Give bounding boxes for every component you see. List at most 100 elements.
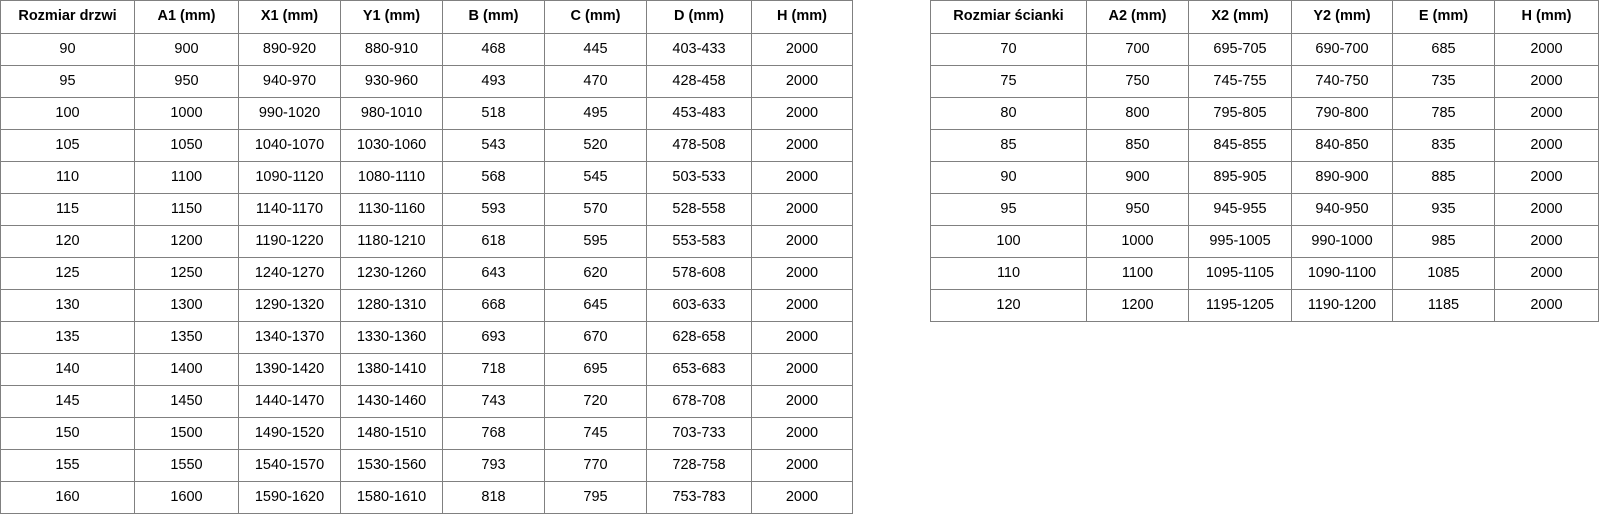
table-cell: 990-1000: [1291, 225, 1393, 258]
table-row: 135 1350 1340-1370 1330-1360 693 670 628-658 20…: [0, 321, 853, 354]
table-cell: 1540-1570: [238, 449, 341, 482]
table-cell: 1290-1320: [238, 289, 341, 322]
table-cell: 693: [442, 321, 545, 354]
table-cell: 2000: [1494, 65, 1599, 98]
doors-column-header: X1 (mm): [238, 0, 341, 34]
table-row: 150 1500 1490-1520 1480-1510 768 745 703-733 20…: [0, 417, 853, 450]
walls-column-header: X2 (mm): [1188, 0, 1292, 34]
walls-size-cell: 110: [930, 257, 1087, 290]
table-row: 100 1000 995-1005 990-1000 985 2000: [930, 225, 1599, 258]
walls-size-cell: 75: [930, 65, 1087, 98]
table-row: 145 1450 1440-1470 1430-1460 743 720 678-708 20…: [0, 385, 853, 418]
table-cell: 950: [134, 65, 239, 98]
table-cell: 2000: [751, 289, 853, 322]
table-cell: 1530-1560: [340, 449, 443, 482]
table-cell: 2000: [751, 481, 853, 514]
table-row: 75 750 745-755 740-750 735 2000: [930, 65, 1599, 98]
table-header-row: Rozmiar ścianki A2 (mm) X2 (mm) Y2 (mm) E (m…: [930, 0, 1599, 34]
table-cell: 750: [1086, 65, 1189, 98]
walls-size-cell: 70: [930, 33, 1087, 66]
table-cell: 745-755: [1188, 65, 1292, 98]
doors-column-header: H (mm): [751, 0, 853, 34]
table-cell: 453-483: [646, 97, 752, 130]
walls-size-cell: 85: [930, 129, 1087, 162]
table-cell: 1590-1620: [238, 481, 341, 514]
walls-column-header: E (mm): [1392, 0, 1495, 34]
table-cell: 745: [544, 417, 647, 450]
table-cell: 603-633: [646, 289, 752, 322]
table-cell: 478-508: [646, 129, 752, 162]
table-cell: 900: [134, 33, 239, 66]
table-cell: 800: [1086, 97, 1189, 130]
table-row: 105 1050 1040-1070 1030-1060 543 520 478-508 20…: [0, 129, 853, 162]
table-cell: 795-805: [1188, 97, 1292, 130]
table-cell: 718: [442, 353, 545, 386]
table-cell: 940-970: [238, 65, 341, 98]
table-cell: 743: [442, 385, 545, 418]
table-row: 160 1600 1590-1620 1580-1610 818 795 753-783 20…: [0, 481, 853, 514]
table-cell: 985: [1392, 225, 1495, 258]
table-cell: 2000: [751, 353, 853, 386]
walls-column-header: H (mm): [1494, 0, 1599, 34]
table-cell: 1140-1170: [238, 193, 341, 226]
table-cell: 1400: [134, 353, 239, 386]
table-cell: 850: [1086, 129, 1189, 162]
table-cell: 690-700: [1291, 33, 1393, 66]
table-row: 140 1400 1390-1420 1380-1410 718 695 653-683 20…: [0, 353, 853, 386]
walls-dimensions-table: Rozmiar ścianki A2 (mm) X2 (mm) Y2 (mm) E (m…: [930, 0, 1599, 322]
table-cell: 620: [544, 257, 647, 290]
doors-size-cell: 160: [0, 481, 135, 514]
table-cell: 2000: [751, 449, 853, 482]
table-cell: 1150: [134, 193, 239, 226]
table-cell: 1195-1205: [1188, 289, 1292, 322]
table-cell: 2000: [751, 193, 853, 226]
table-cell: 2000: [1494, 225, 1599, 258]
table-cell: 845-855: [1188, 129, 1292, 162]
table-row: 70 700 695-705 690-700 685 2000: [930, 33, 1599, 66]
table-cell: 720: [544, 385, 647, 418]
table-cell: 1190-1200: [1291, 289, 1393, 322]
walls-dimensions-table-container: Rozmiar ścianki A2 (mm) X2 (mm) Y2 (mm) E (m…: [930, 0, 1599, 322]
table-cell: 793: [442, 449, 545, 482]
walls-column-header: Y2 (mm): [1291, 0, 1393, 34]
table-cell: 468: [442, 33, 545, 66]
table-cell: 735: [1392, 65, 1495, 98]
table-cell: 1000: [1086, 225, 1189, 258]
table-cell: 1080-1110: [340, 161, 443, 194]
table-cell: 930-960: [340, 65, 443, 98]
table-cell: 645: [544, 289, 647, 322]
table-row: 120 1200 1195-1205 1190-1200 1185 2000: [930, 289, 1599, 322]
doors-size-cell: 140: [0, 353, 135, 386]
table-cell: 1130-1160: [340, 193, 443, 226]
table-cell: 835: [1392, 129, 1495, 162]
doors-column-header: D (mm): [646, 0, 752, 34]
table-cell: 1580-1610: [340, 481, 443, 514]
table-cell: 980-1010: [340, 97, 443, 130]
table-cell: 950: [1086, 193, 1189, 226]
table-cell: 670: [544, 321, 647, 354]
doors-size-cell: 90: [0, 33, 135, 66]
table-cell: 2000: [1494, 97, 1599, 130]
table-cell: 628-658: [646, 321, 752, 354]
table-cell: 740-750: [1291, 65, 1393, 98]
table-cell: 700: [1086, 33, 1189, 66]
table-cell: 1190-1220: [238, 225, 341, 258]
table-cell: 795: [544, 481, 647, 514]
table-row: 90 900 895-905 890-900 885 2000: [930, 161, 1599, 194]
table-cell: 570: [544, 193, 647, 226]
table-cell: 818: [442, 481, 545, 514]
table-cell: 495: [544, 97, 647, 130]
doors-size-cell: 125: [0, 257, 135, 290]
doors-dimensions-table: Rozmiar drzwi A1 (mm) X1 (mm) Y1 (mm) B (mm)…: [0, 0, 853, 514]
table-cell: 1280-1310: [340, 289, 443, 322]
table-cell: 695-705: [1188, 33, 1292, 66]
table-cell: 1430-1460: [340, 385, 443, 418]
table-cell: 2000: [1494, 289, 1599, 322]
walls-table-header: Rozmiar ścianki A2 (mm) X2 (mm) Y2 (mm) E (m…: [930, 0, 1599, 34]
table-cell: 770: [544, 449, 647, 482]
walls-column-header: A2 (mm): [1086, 0, 1189, 34]
table-row: 115 1150 1140-1170 1130-1160 593 570 528-558 20…: [0, 193, 853, 226]
table-row: 125 1250 1240-1270 1230-1260 643 620 578-608 20…: [0, 257, 853, 290]
table-row: 120 1200 1190-1220 1180-1210 618 595 553-583 20…: [0, 225, 853, 258]
table-cell: 1340-1370: [238, 321, 341, 354]
